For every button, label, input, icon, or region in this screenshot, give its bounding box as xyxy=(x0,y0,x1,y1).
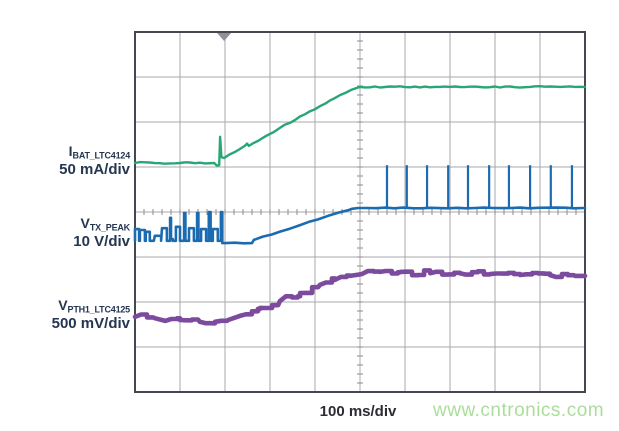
trace-vtx-peak xyxy=(133,206,587,245)
channel-subscript: TX_PEAK xyxy=(89,222,130,233)
channel-subscript: BAT_LTC4124 xyxy=(72,150,131,161)
watermark-text: www.cntronics.com xyxy=(433,400,605,421)
channel-subscript: PTH1_LTC4125 xyxy=(67,304,131,315)
channel-scale: 10 V/div xyxy=(73,233,130,251)
trace-ibat-ltc4124 xyxy=(133,85,587,167)
channel-label-ibat: IBAT_LTC4124 50 mA/div xyxy=(59,144,130,178)
trigger-marker-icon xyxy=(217,33,232,41)
channel-scale: 500 mV/div xyxy=(51,315,130,333)
channel-symbol: I xyxy=(68,143,73,159)
trace-vpth1-ltc4125 xyxy=(132,268,588,326)
time-per-div-label: 100 ms/div xyxy=(319,403,397,420)
channel-label-vtx-peak: VTX_PEAK 10 V/div xyxy=(73,216,130,250)
channel-label-vpth1: VPTH1_LTC4125 500 mV/div xyxy=(51,298,131,333)
channel-symbol: V xyxy=(80,215,90,231)
channel-symbol: V xyxy=(58,297,68,313)
channel-scale: 50 mA/div xyxy=(59,161,130,179)
channel-name: IBAT_LTC4124 xyxy=(59,143,131,161)
graticule xyxy=(134,31,586,393)
channel-name: VTX_PEAK xyxy=(73,215,131,233)
channel-name: VPTH1_LTC4125 xyxy=(52,298,130,315)
